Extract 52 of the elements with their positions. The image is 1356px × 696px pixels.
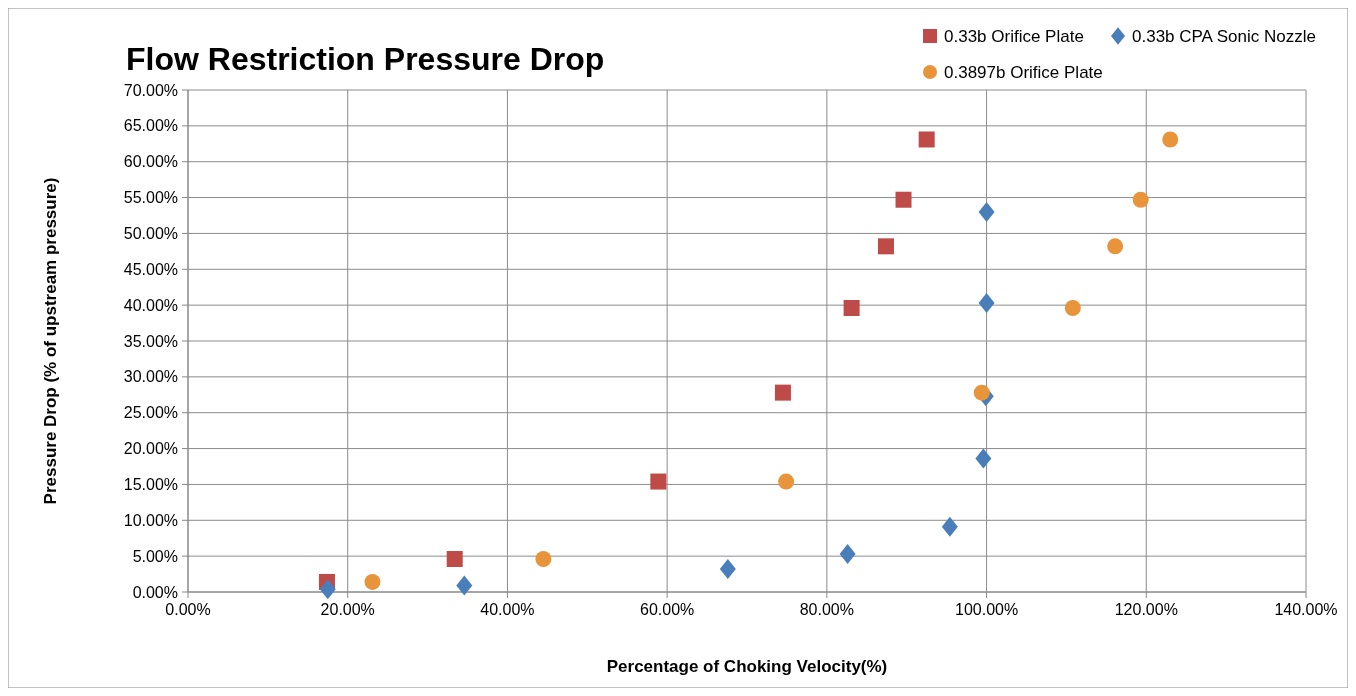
point (877, 238, 894, 255)
chart-title: Flow Restriction Pressure Drop (126, 41, 605, 77)
x-tick-label: 120.00% (1114, 601, 1178, 619)
point (918, 131, 935, 148)
y-axis-title: Pressure Drop (% of upstream pressure) (41, 177, 60, 505)
y-tick-label: 65.00% (123, 117, 178, 135)
point (1107, 238, 1124, 255)
x-tick-label: 100.00% (954, 601, 1019, 619)
point (975, 448, 992, 469)
point (941, 516, 958, 537)
y-tick-label: 30.00% (123, 368, 178, 386)
point (843, 300, 860, 317)
y-tick-label: 60.00% (123, 153, 178, 171)
point (650, 473, 667, 490)
x-tick-label: 40.00% (480, 601, 535, 619)
point (446, 551, 463, 568)
point (319, 579, 336, 600)
y-tick-label: 45.00% (123, 260, 178, 278)
y-tick-label: 40.00% (123, 296, 178, 314)
y-tick-label: 50.00% (123, 225, 178, 243)
point (978, 292, 995, 313)
y-tick-label: 15.00% (123, 476, 178, 494)
x-tick-label: 60.00% (640, 601, 695, 619)
point (973, 384, 990, 401)
x-tick-label: 80.00% (799, 601, 854, 619)
point (774, 384, 791, 401)
y-tick-label: 20.00% (123, 440, 178, 458)
point (895, 191, 912, 208)
legend-label: 0.33b Orifice Plate (944, 26, 1084, 46)
y-tick-label: 0.00% (132, 583, 178, 601)
point (719, 559, 736, 580)
y-tick-label: 35.00% (123, 332, 178, 350)
point (1132, 191, 1149, 208)
y-tick-label: 25.00% (123, 404, 178, 422)
point (535, 551, 552, 568)
y-tick-label: 5.00% (132, 547, 178, 565)
y-tick-label: 70.00% (123, 81, 178, 99)
y-tick-label: 10.00% (123, 511, 178, 529)
point (778, 473, 795, 490)
point (456, 575, 473, 596)
x-tick-label: 0.00% (165, 601, 211, 619)
point (839, 543, 856, 564)
point (1162, 131, 1179, 148)
x-tick-label: 140.00% (1274, 601, 1338, 619)
point (364, 573, 381, 590)
x-tick-label: 20.00% (320, 601, 375, 619)
point (1064, 300, 1081, 317)
point (978, 201, 995, 222)
x-axis-title: Percentage of Choking Velocity(%) (606, 657, 888, 676)
legend-label: 0.33b CPA Sonic Nozzle (1132, 26, 1316, 46)
legend-label: 0.3897b Orifice Plate (944, 62, 1103, 82)
y-tick-label: 55.00% (123, 189, 178, 207)
